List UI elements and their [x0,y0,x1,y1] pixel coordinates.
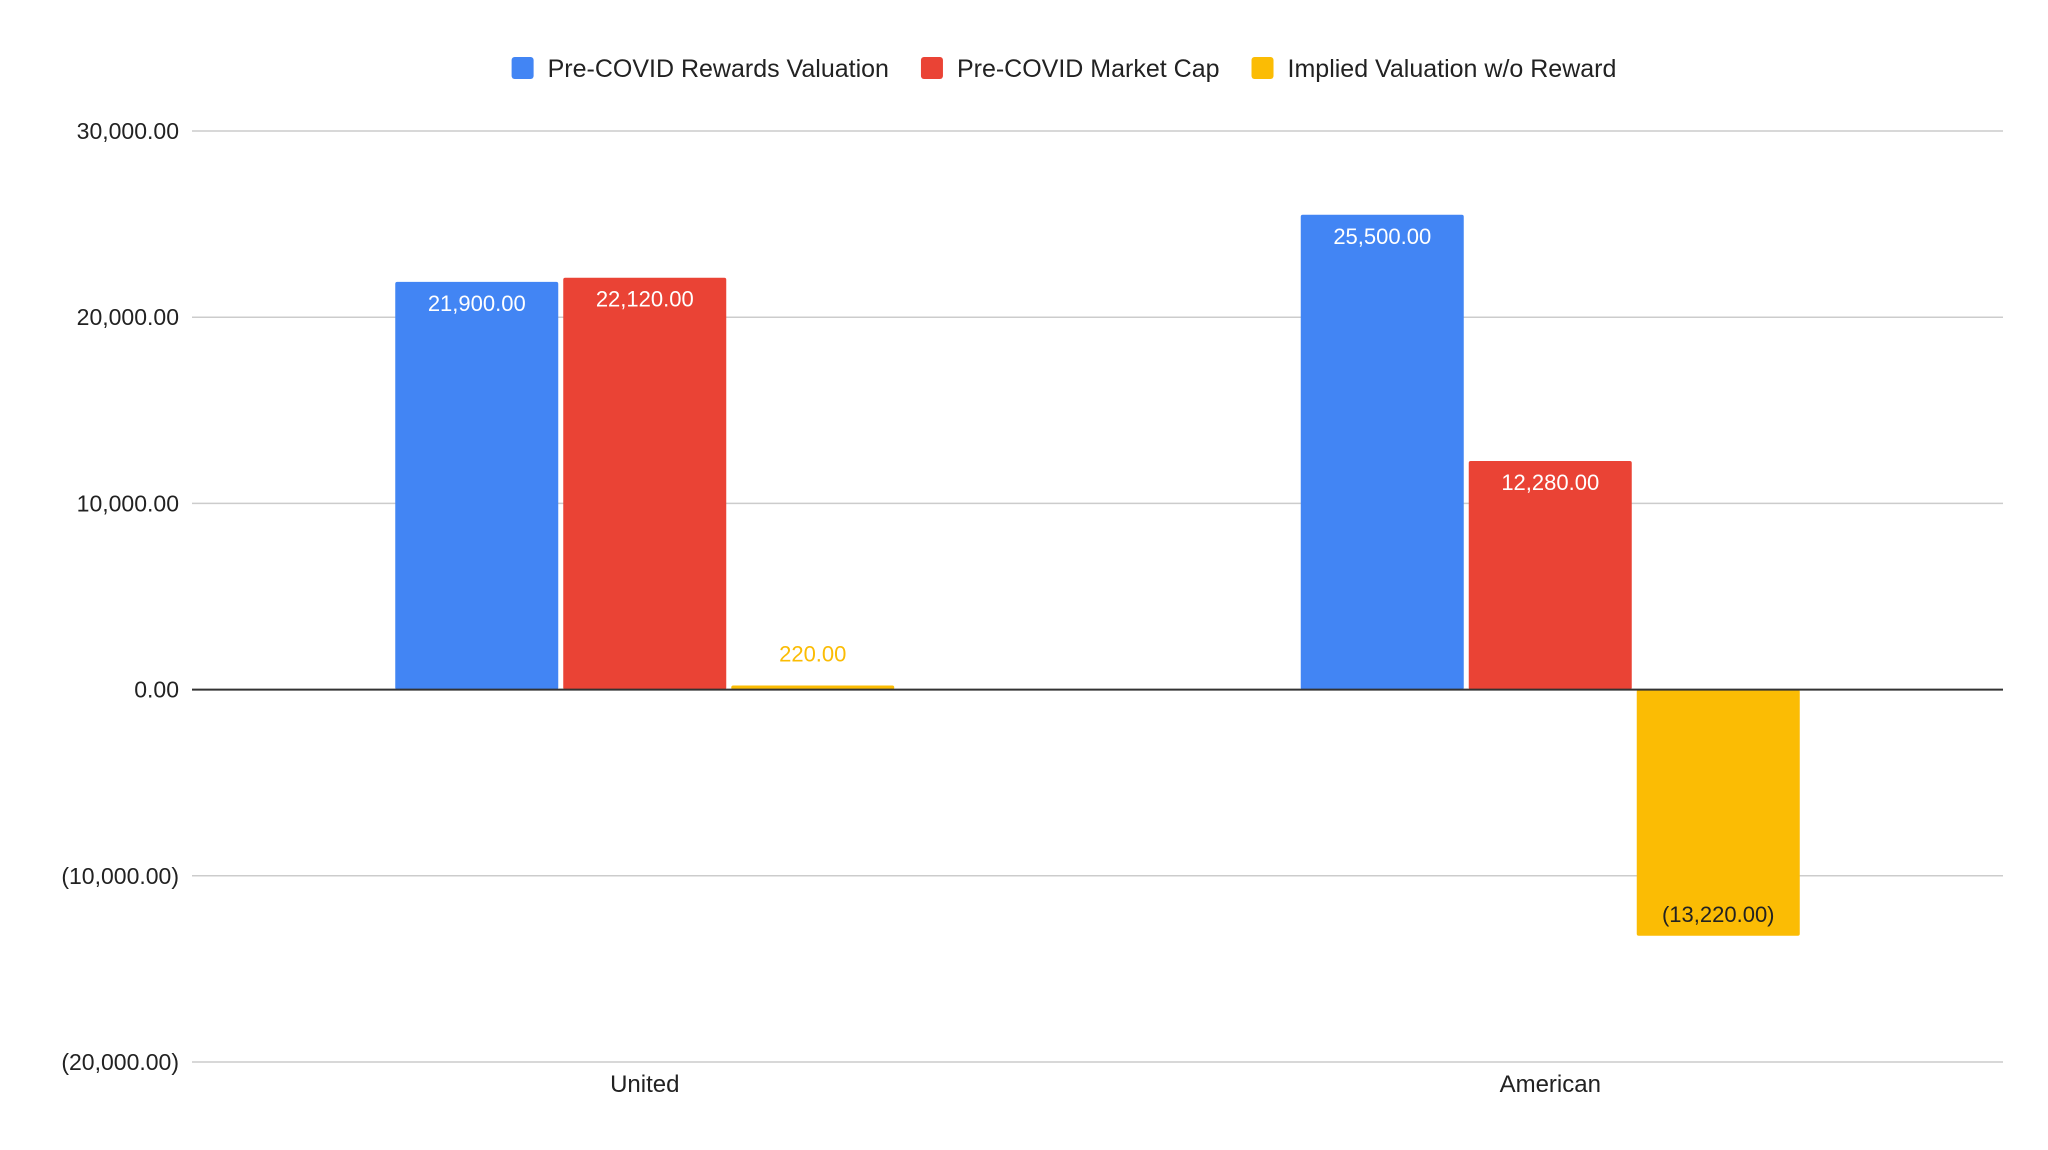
legend-label: Pre-COVID Rewards Valuation [548,55,889,83]
legend-swatch [920,57,943,79]
y-tick-label: 0.00 [134,677,179,703]
y-tick-label: (10,000.00) [61,863,179,889]
data-label: 25,500.00 [1333,224,1431,249]
data-label: 220.00 [779,642,846,667]
x-tick-label: American [1500,1071,1601,1098]
data-label: 22,120.00 [596,287,694,312]
y-tick-label: 20,000.00 [77,304,179,330]
legend-swatch [511,57,534,79]
y-tick-label: 30,000.00 [77,118,179,144]
legend: Pre-COVID Rewards Valuation Pre-COVID Mar… [511,55,1617,83]
data-label: 12,280.00 [1501,470,1599,495]
bar [731,685,895,690]
bar [1300,214,1464,690]
data-label: (13,220.00) [1662,902,1775,927]
y-tick-label: (20,000.00) [61,1049,179,1075]
bar [395,281,559,690]
legend-label: Pre-COVID Market Cap [957,55,1220,83]
legend-label: Implied Valuation w/o Reward [1288,55,1617,83]
x-tick-label: United [610,1071,679,1098]
data-labels: 21,900.00 22,120.00 220.00 25,500.00 12,280.… [428,224,1775,927]
bar [1636,689,1800,936]
bar [1468,460,1632,690]
x-axis: United American [610,1071,1601,1098]
bars [395,214,1800,936]
legend-swatch [1251,57,1274,79]
y-axis: 30,000.00 20,000.00 10,000.00 0.00 (10,000.0… [61,118,179,1075]
bar [563,277,727,690]
y-tick-label: 10,000.00 [77,490,179,516]
data-label: 21,900.00 [428,291,526,316]
